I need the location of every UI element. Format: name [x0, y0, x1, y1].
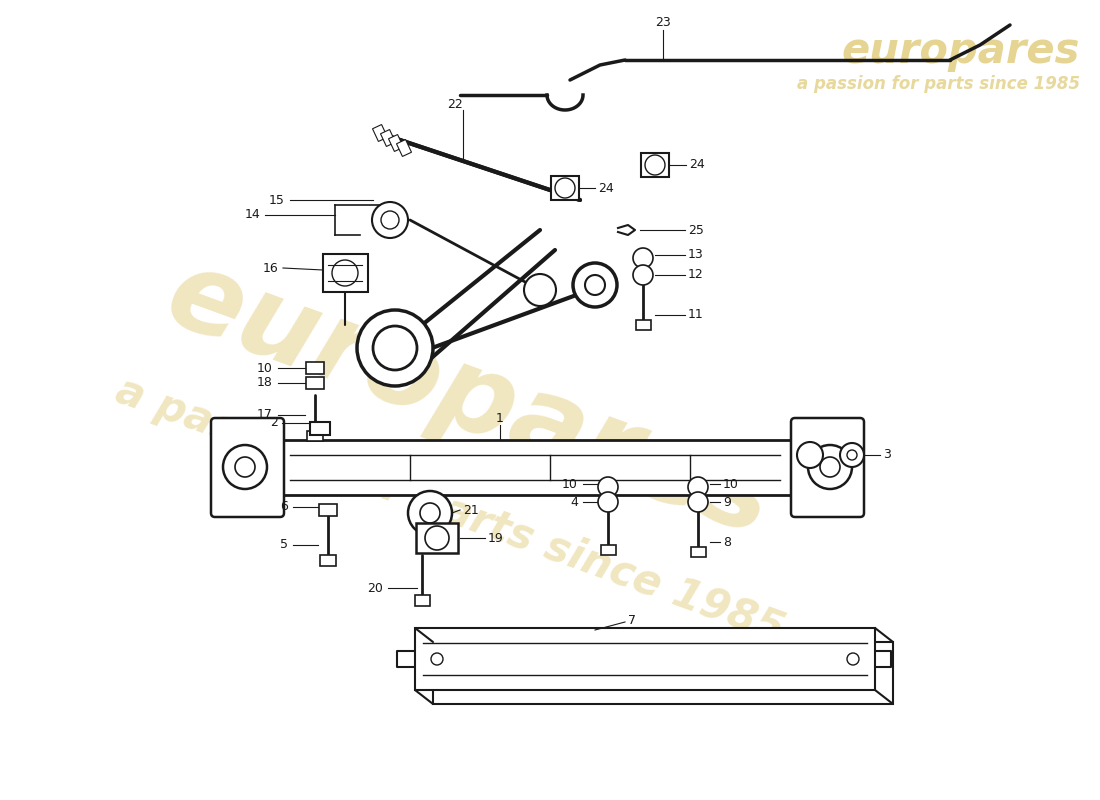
Bar [307, 431, 323, 441]
Circle shape [840, 443, 864, 467]
Bar [322, 254, 367, 292]
Circle shape [431, 653, 443, 665]
Circle shape [645, 155, 665, 175]
Text: 25: 25 [688, 223, 704, 237]
Text: 10: 10 [562, 478, 578, 490]
Bar [601, 545, 616, 555]
Text: 1: 1 [496, 411, 504, 425]
Circle shape [632, 248, 653, 268]
Bar [381, 130, 396, 146]
Text: a passion for parts since 1985: a passion for parts since 1985 [796, 75, 1080, 93]
Text: 17: 17 [257, 409, 273, 422]
Circle shape [235, 457, 255, 477]
Circle shape [381, 211, 399, 229]
Text: 15: 15 [270, 194, 285, 206]
Bar [306, 362, 324, 374]
Circle shape [408, 491, 452, 535]
Text: europares: europares [153, 241, 788, 559]
Circle shape [425, 526, 449, 550]
Bar [388, 134, 404, 151]
Circle shape [556, 178, 575, 198]
Bar [270, 440, 800, 495]
Text: 2: 2 [271, 417, 278, 430]
Circle shape [598, 477, 618, 497]
Text: 23: 23 [656, 15, 671, 29]
FancyBboxPatch shape [211, 418, 284, 517]
Text: 3: 3 [883, 449, 891, 462]
Circle shape [820, 457, 840, 477]
Circle shape [332, 260, 358, 286]
Circle shape [373, 326, 417, 370]
Circle shape [372, 202, 408, 238]
Text: 13: 13 [688, 249, 704, 262]
Bar [320, 554, 336, 566]
Text: 12: 12 [688, 269, 704, 282]
Bar [636, 320, 650, 330]
Bar [551, 176, 579, 200]
Text: 4: 4 [570, 495, 578, 509]
Text: 19: 19 [488, 531, 504, 545]
Text: 16: 16 [262, 262, 278, 274]
Text: 5: 5 [280, 538, 288, 551]
Circle shape [585, 275, 605, 295]
Text: 20: 20 [367, 582, 383, 594]
Bar [373, 125, 387, 142]
Text: 22: 22 [447, 98, 463, 111]
Text: 6: 6 [280, 501, 288, 514]
Circle shape [798, 442, 823, 468]
Text: 24: 24 [689, 158, 705, 171]
Bar [319, 504, 337, 516]
Bar [416, 523, 458, 553]
Text: 14: 14 [244, 209, 260, 222]
Circle shape [358, 310, 433, 386]
Text: 18: 18 [257, 377, 273, 390]
Circle shape [688, 492, 708, 512]
Bar [691, 547, 705, 557]
Circle shape [524, 274, 556, 306]
Circle shape [808, 445, 852, 489]
Text: 10: 10 [257, 362, 273, 374]
Bar [433, 642, 893, 704]
Bar [415, 594, 429, 606]
Circle shape [598, 492, 618, 512]
Circle shape [688, 477, 708, 497]
Text: europares: europares [842, 30, 1080, 72]
Text: 7: 7 [628, 614, 636, 626]
Bar [415, 628, 874, 690]
FancyBboxPatch shape [791, 418, 864, 517]
Circle shape [223, 445, 267, 489]
Bar [396, 139, 411, 157]
Text: 8: 8 [723, 535, 732, 549]
Circle shape [847, 653, 859, 665]
Text: 24: 24 [598, 182, 614, 194]
Text: 10: 10 [723, 478, 739, 490]
Text: 9: 9 [723, 495, 730, 509]
Bar [310, 422, 330, 434]
Circle shape [573, 263, 617, 307]
Circle shape [847, 450, 857, 460]
Bar [641, 153, 669, 177]
Circle shape [632, 265, 653, 285]
Text: a passion for parts since 1985: a passion for parts since 1985 [110, 369, 790, 651]
Bar [306, 377, 324, 389]
Text: 21: 21 [463, 503, 478, 517]
Circle shape [420, 503, 440, 523]
Text: 11: 11 [688, 309, 704, 322]
